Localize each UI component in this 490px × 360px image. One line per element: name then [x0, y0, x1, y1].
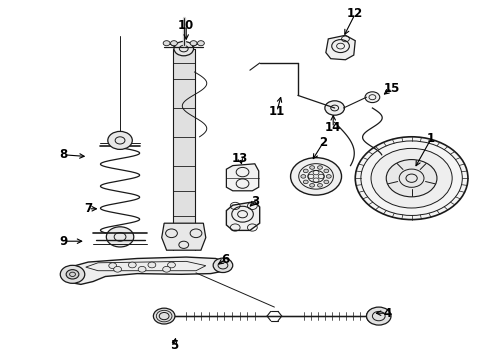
Polygon shape [226, 202, 260, 230]
Circle shape [128, 262, 136, 268]
Circle shape [174, 41, 194, 56]
Text: 2: 2 [319, 136, 327, 149]
Circle shape [318, 166, 322, 169]
Circle shape [108, 131, 132, 149]
Circle shape [168, 262, 175, 268]
Text: 10: 10 [178, 19, 195, 32]
Text: 8: 8 [60, 148, 68, 161]
Circle shape [367, 307, 391, 325]
Text: 12: 12 [347, 7, 364, 20]
Text: 3: 3 [251, 195, 259, 208]
Circle shape [213, 258, 233, 273]
Circle shape [371, 148, 452, 208]
Circle shape [153, 308, 175, 324]
Text: 7: 7 [84, 202, 92, 215]
Circle shape [197, 41, 204, 46]
Text: 15: 15 [384, 82, 400, 95]
Circle shape [138, 266, 146, 272]
Circle shape [324, 180, 329, 184]
Circle shape [109, 263, 117, 269]
Polygon shape [66, 257, 230, 284]
Circle shape [367, 308, 388, 324]
Polygon shape [326, 35, 355, 60]
Circle shape [148, 262, 156, 268]
Text: 9: 9 [60, 235, 68, 248]
Text: 4: 4 [383, 307, 391, 320]
Circle shape [163, 266, 171, 272]
Circle shape [310, 184, 315, 187]
Text: 13: 13 [232, 152, 248, 165]
Circle shape [318, 184, 322, 187]
Circle shape [291, 158, 342, 195]
Polygon shape [162, 223, 206, 250]
Circle shape [114, 266, 122, 272]
Circle shape [106, 227, 134, 247]
Text: 1: 1 [427, 132, 435, 145]
Circle shape [326, 175, 331, 178]
Circle shape [303, 180, 308, 184]
Circle shape [60, 265, 85, 283]
Circle shape [163, 41, 170, 46]
Circle shape [190, 41, 197, 46]
Circle shape [301, 175, 306, 178]
Circle shape [310, 166, 315, 169]
Circle shape [324, 169, 329, 173]
Circle shape [325, 101, 344, 115]
Circle shape [386, 159, 437, 197]
Circle shape [355, 137, 468, 220]
Text: 11: 11 [269, 105, 285, 118]
Text: 5: 5 [170, 339, 178, 352]
Circle shape [365, 92, 380, 103]
Circle shape [66, 270, 79, 279]
Polygon shape [173, 49, 195, 250]
Text: 6: 6 [221, 253, 229, 266]
Circle shape [303, 169, 308, 173]
Circle shape [171, 41, 177, 46]
Polygon shape [226, 164, 259, 191]
Text: 14: 14 [325, 121, 342, 134]
